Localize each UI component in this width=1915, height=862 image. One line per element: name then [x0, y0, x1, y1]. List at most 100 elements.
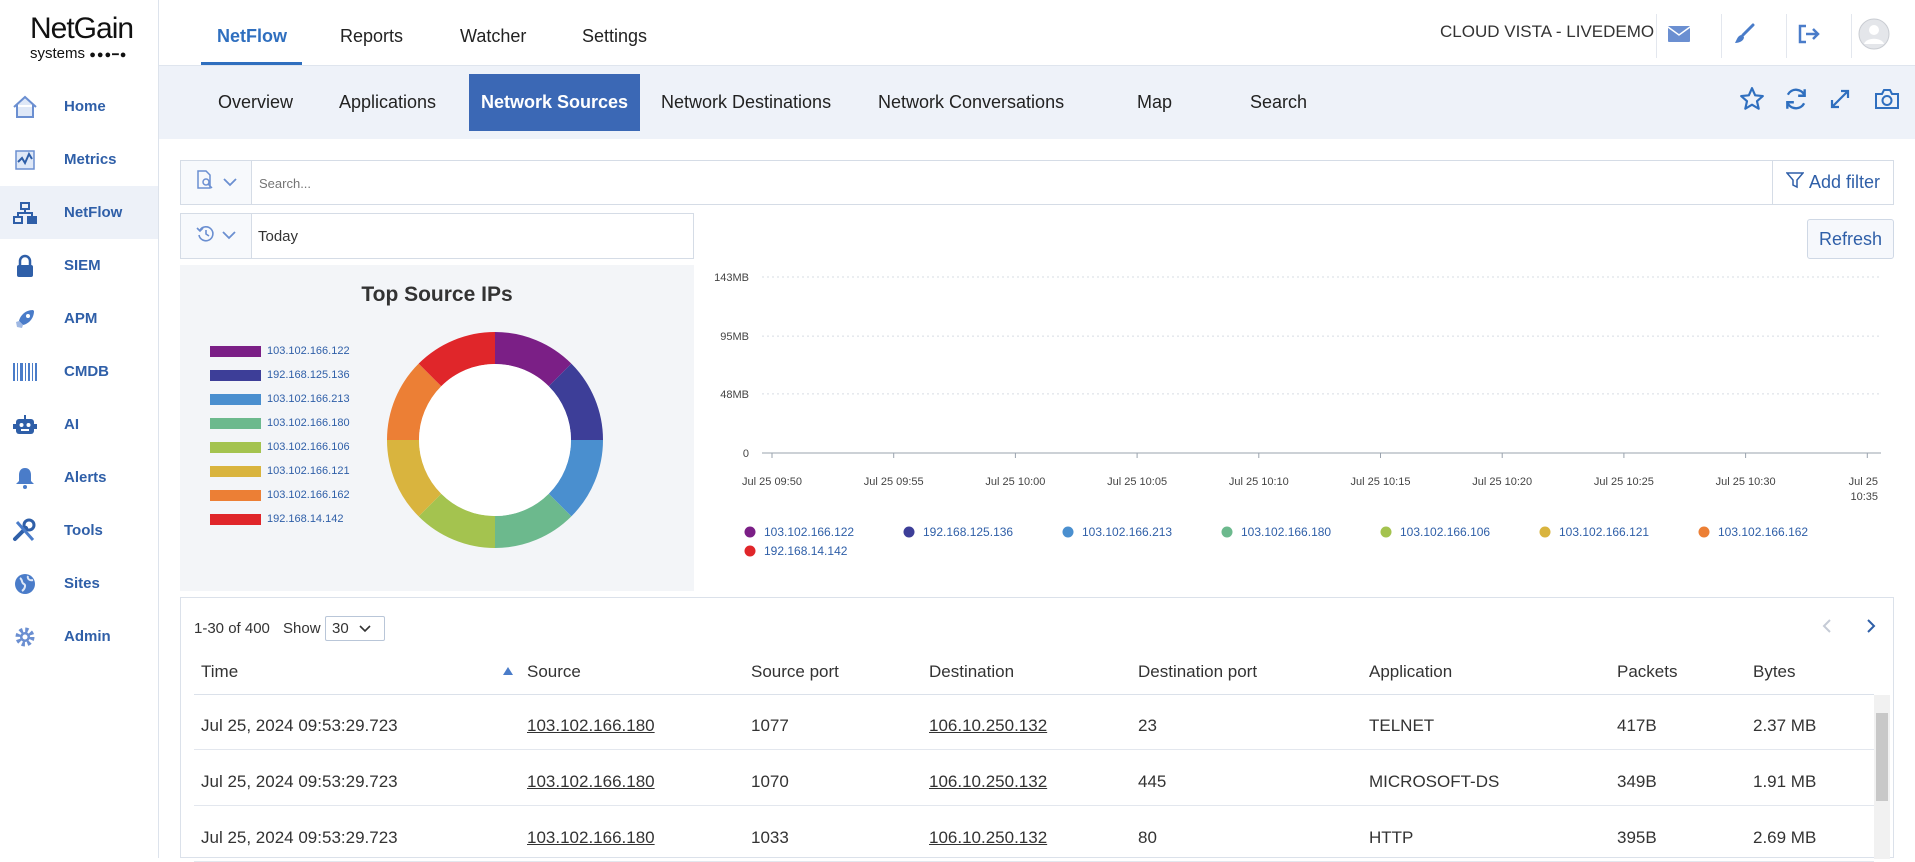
cell-source[interactable]: 103.102.166.180 — [527, 828, 655, 847]
previous-page-button[interactable] — [1817, 618, 1837, 638]
legend-label: 103.102.166.180 — [1241, 525, 1331, 539]
column-header-time[interactable]: Time — [201, 662, 239, 681]
column-header-source-port[interactable]: Source port — [751, 662, 839, 681]
donut-slice[interactable] — [495, 493, 572, 548]
sidebar-item-admin[interactable]: Admin — [0, 610, 158, 663]
tab-network-sources[interactable]: Network Sources — [469, 74, 641, 131]
search-input[interactable] — [257, 171, 1561, 195]
chart-legend-item[interactable]: 103.102.166.106 — [1380, 525, 1491, 539]
column-header-application[interactable]: Application — [1369, 662, 1453, 681]
column-header-destination[interactable]: Destination — [929, 662, 1015, 681]
legend-dot — [1539, 526, 1551, 538]
top-source-ips-panel: Top Source IPs 103.102.166.122 192.168.12… — [180, 265, 694, 591]
tab-search[interactable]: Search — [1250, 92, 1308, 112]
sidebar-item-netflow[interactable]: NetFlow — [0, 186, 158, 239]
history-dropdown[interactable] — [181, 214, 252, 258]
logo-name: NetGain — [30, 12, 134, 45]
column-header-source[interactable]: Source — [527, 662, 581, 681]
legend-item[interactable]: 103.102.166.122 — [210, 345, 350, 357]
donut-slice[interactable] — [418, 332, 495, 387]
chart-legend-item[interactable]: 103.102.166.213 — [1062, 525, 1173, 539]
sidebar-item-label: NetFlow — [64, 204, 123, 221]
scrollbar-thumb[interactable] — [1876, 713, 1888, 801]
chart-legend-item[interactable]: 192.168.125.136 — [903, 525, 1014, 539]
donut-slice[interactable] — [495, 332, 572, 387]
filter-icon — [1785, 171, 1805, 194]
sidebar-item-metrics[interactable]: Metrics — [0, 133, 158, 186]
chart-legend-item[interactable]: 103.102.166.162 — [1698, 525, 1809, 539]
time-range-value[interactable]: Today — [258, 228, 299, 245]
column-header-bytes[interactable]: Bytes — [1753, 662, 1796, 681]
add-filter-button[interactable]: Add filter — [1772, 161, 1893, 204]
sidebar-item-alerts[interactable]: Alerts — [0, 451, 158, 504]
legend-item[interactable]: 103.102.166.213 — [210, 393, 350, 405]
theme-button[interactable] — [1721, 14, 1766, 58]
column-header-packets[interactable]: Packets — [1617, 662, 1678, 681]
donut-slice[interactable] — [387, 440, 442, 517]
refresh-view-button[interactable] — [1781, 86, 1811, 116]
sidebar-item-siem[interactable]: SIEM — [0, 239, 158, 292]
legend-item[interactable]: 192.168.14.142 — [210, 513, 343, 525]
tab-applications[interactable]: Applications — [339, 92, 437, 112]
netgain-logo[interactable]: NetGain systems ●●●━● — [30, 14, 140, 66]
legend-item[interactable]: 103.102.166.162 — [210, 489, 350, 501]
donut-slice[interactable] — [418, 493, 495, 548]
sidebar-item-ai[interactable]: AI — [0, 398, 158, 451]
flows-table-panel: 1-30 of 400 Show 30 Time Source Source p… — [180, 597, 1894, 862]
traffic-line-chart-panel: 0 48MB 95MB 143MB Jul 25 09:50 Jul 25 09:55 Ju… — [696, 265, 1894, 591]
cell-source-port: 1033 — [751, 828, 789, 847]
sidebar-item-apm[interactable]: APM — [0, 292, 158, 345]
refresh-button[interactable]: Refresh — [1807, 219, 1894, 259]
tab-network-conversations[interactable]: Network Conversations — [878, 92, 1065, 112]
tab-reports[interactable]: Reports — [340, 26, 404, 46]
tab-netflow[interactable]: NetFlow — [217, 26, 287, 46]
cell-source[interactable]: 103.102.166.180 — [527, 716, 655, 735]
chart-legend-item[interactable]: 192.168.14.142 — [744, 544, 848, 558]
organization-name: CLOUD VISTA - LIVEDEMO — [1440, 22, 1655, 41]
chart-legend-item[interactable]: 103.102.166.121 — [1539, 525, 1650, 539]
favorite-button[interactable] — [1737, 86, 1767, 116]
legend-item[interactable]: 103.102.166.121 — [210, 465, 350, 477]
sort-ascending-icon[interactable] — [503, 662, 513, 680]
cell-destination[interactable]: 106.10.250.132 — [929, 772, 1048, 791]
column-header-destination-port[interactable]: Destination port — [1138, 662, 1258, 681]
mail-button[interactable] — [1656, 14, 1701, 58]
row-divider — [194, 749, 1874, 750]
logout-button[interactable] — [1786, 14, 1831, 58]
legend-item[interactable]: 192.168.125.136 — [210, 369, 350, 381]
sidebar-item-tools[interactable]: Tools — [0, 504, 158, 557]
next-page-button[interactable] — [1861, 618, 1881, 638]
tab-settings[interactable]: Settings — [582, 26, 648, 46]
donut-slice[interactable] — [548, 440, 603, 517]
search-type-dropdown[interactable] — [181, 161, 252, 204]
cell-destination[interactable]: 106.10.250.132 — [929, 828, 1048, 847]
tab-watcher[interactable]: Watcher — [460, 26, 527, 46]
cell-application: TELNET — [1369, 716, 1435, 735]
donut-slice[interactable] — [548, 363, 603, 440]
user-avatar-button[interactable] — [1851, 14, 1896, 58]
cell-destination-port: 23 — [1138, 716, 1157, 735]
table-scrollbar[interactable] — [1874, 695, 1890, 859]
chart-legend-item[interactable]: 103.102.166.122 — [744, 525, 855, 539]
chart-legend-item[interactable]: 103.102.166.180 — [1221, 525, 1332, 539]
sidebar-item-cmdb[interactable]: CMDB — [0, 345, 158, 398]
chevron-right-icon — [1866, 618, 1876, 638]
cell-destination[interactable]: 106.10.250.132 — [929, 716, 1048, 735]
legend-label: 103.102.166.122 — [267, 345, 350, 357]
legend-swatch — [210, 465, 261, 477]
screenshot-button[interactable] — [1872, 86, 1902, 116]
fullscreen-button[interactable] — [1825, 86, 1855, 116]
tab-network-destinations[interactable]: Network Destinations — [661, 92, 832, 112]
tab-overview[interactable]: Overview — [218, 92, 294, 112]
cell-source[interactable]: 103.102.166.180 — [527, 772, 655, 791]
legend-item[interactable]: 103.102.166.180 — [210, 417, 350, 429]
sidebar: NetGain systems ●●●━● Home Metrics NetFl… — [0, 0, 159, 858]
legend-item[interactable]: 103.102.166.106 — [210, 441, 350, 453]
cell-application: HTTP — [1369, 828, 1414, 847]
tab-map[interactable]: Map — [1137, 92, 1173, 112]
legend-label: 103.102.166.162 — [267, 489, 350, 501]
page-size-select[interactable]: 30 — [325, 616, 385, 641]
sidebar-item-sites[interactable]: Sites — [0, 557, 158, 610]
sidebar-item-home[interactable]: Home — [0, 80, 158, 133]
donut-slice[interactable] — [387, 363, 442, 440]
